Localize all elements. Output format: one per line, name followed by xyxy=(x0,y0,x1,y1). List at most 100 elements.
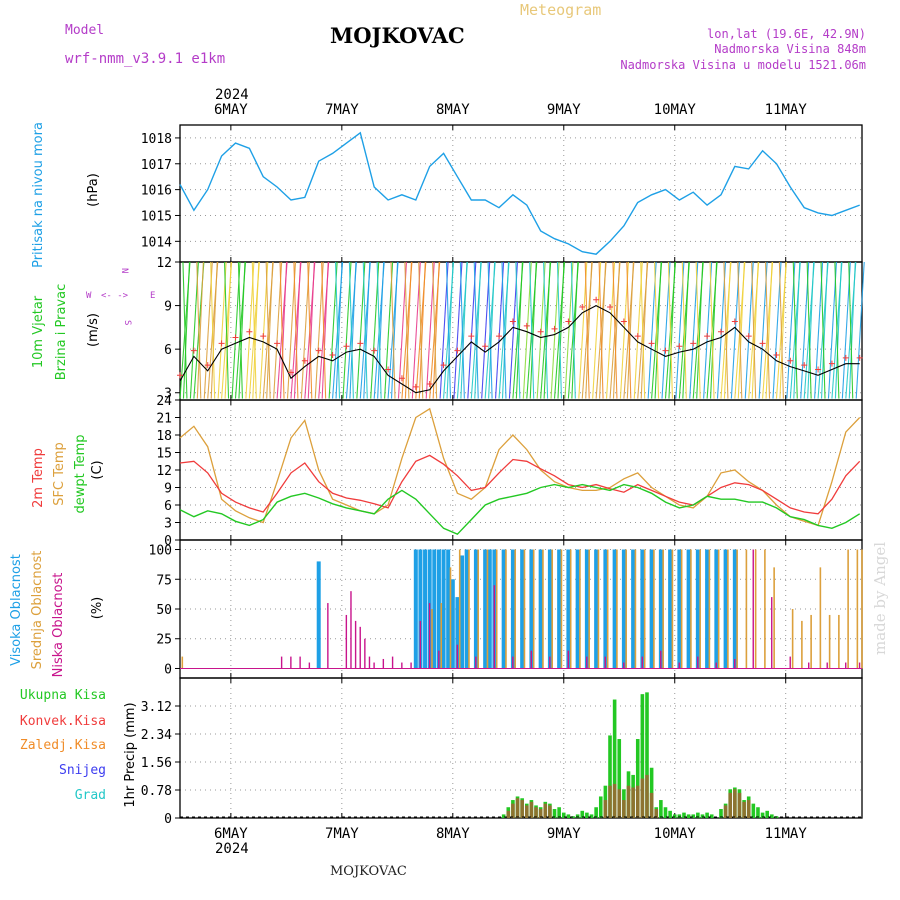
wind-gust-marker xyxy=(579,304,586,311)
total-precip-bar xyxy=(709,814,714,818)
high-cloud-bar xyxy=(686,549,691,669)
wind-barb xyxy=(820,261,829,399)
low-cloud-bar xyxy=(401,662,403,669)
year-bottom: 2024 xyxy=(215,841,249,857)
wind-barb xyxy=(848,261,854,399)
wind-barb xyxy=(446,261,454,399)
wind-barb xyxy=(695,261,701,399)
wind-gust-marker xyxy=(620,318,627,325)
wind-gust-marker xyxy=(676,343,683,350)
compass-west: W xyxy=(86,291,92,301)
wind-barb xyxy=(599,261,607,399)
total-precip-bar xyxy=(589,814,594,818)
mid-cloud-bar xyxy=(801,620,803,669)
day-label-top: 9MAY xyxy=(547,102,581,118)
cloud-label-2: Srednja Oblacnost xyxy=(30,551,45,670)
pressure-unit: (hPa) xyxy=(86,173,101,207)
mid-cloud-bar xyxy=(653,549,655,669)
conv-precip-bar xyxy=(608,785,612,818)
elevation: Nadmorska Visina 848m xyxy=(714,42,866,56)
mid-cloud-bar xyxy=(569,549,572,669)
conv-precip-bar xyxy=(603,800,608,818)
y-tick-label: 100 xyxy=(149,544,172,559)
wind-gust-marker xyxy=(232,334,239,341)
low-cloud-bar xyxy=(697,656,699,669)
high-cloud-bar xyxy=(446,549,451,669)
total-precip-bar xyxy=(580,810,585,818)
wind-barb xyxy=(709,261,715,399)
high-cloud-bar xyxy=(436,549,441,669)
wind-gust-marker xyxy=(704,333,711,340)
mid-cloud-bar xyxy=(745,549,748,669)
wind-barb xyxy=(571,261,579,399)
conv-precip-bar xyxy=(635,785,640,818)
low-cloud-bar xyxy=(368,656,371,669)
mid-cloud-bar xyxy=(690,549,692,669)
total-precip-bar xyxy=(700,814,705,818)
day-label-top: 11MAY xyxy=(765,102,808,118)
y-tick-label: 75 xyxy=(156,573,172,588)
y-tick-label: 2.34 xyxy=(141,728,172,743)
low-cloud-bar xyxy=(382,658,385,669)
low-cloud-bar xyxy=(771,597,773,669)
precip-legend-item: Konvek.Kisa xyxy=(20,714,106,729)
total-precip-bar xyxy=(663,807,668,818)
day-labels-top: 6MAY 7MAY 8MAY 9MAY 10MAY 11MAY xyxy=(214,102,807,118)
y-tick-label: 9 xyxy=(164,482,172,497)
mid-cloud-bar xyxy=(542,549,544,669)
temp-label-3: dewpt Temp xyxy=(73,434,88,513)
total-precip-bar xyxy=(696,812,700,818)
total-precip-bar xyxy=(612,699,617,818)
mid-cloud-bar xyxy=(791,609,794,669)
mid-cloud-bar xyxy=(440,603,443,669)
wind-barb xyxy=(377,261,385,399)
mid-cloud-bar xyxy=(560,549,563,669)
precip-legend: Ukupna Kisa Konvek.Kisa Zaledj.Kisa Snijeg G… xyxy=(20,688,106,803)
y-tick-label: 6 xyxy=(164,343,172,358)
high-cloud-bar xyxy=(547,549,552,669)
side-labels: Pritisak na nivou mora (hPa) 10m Vjetar … xyxy=(9,122,138,808)
low-cloud-bar xyxy=(290,656,292,669)
wind-barb xyxy=(640,261,646,399)
wind-gust-marker xyxy=(482,343,489,350)
temp-label-1: 2m Temp xyxy=(31,448,46,508)
wind-barb xyxy=(501,261,507,399)
high-cloud-bar xyxy=(557,549,562,669)
y-tick-label: 1.56 xyxy=(141,756,172,771)
y-tick-label: 12 xyxy=(156,464,172,479)
high-cloud-bar xyxy=(441,549,446,669)
wind-barb xyxy=(834,261,842,399)
wind-compass: W E N S <- -> xyxy=(86,268,155,325)
wind-barb xyxy=(487,261,493,399)
total-precip-bar xyxy=(557,807,561,818)
wind-barb xyxy=(293,261,299,399)
low-cloud-bar xyxy=(359,626,361,669)
low-cloud-bar xyxy=(345,614,348,669)
total-precip-bar xyxy=(645,692,649,818)
mid-cloud-bar xyxy=(532,549,535,669)
wind-gust-marker xyxy=(274,340,281,347)
low-cloud-bar xyxy=(715,662,717,669)
wind-barb xyxy=(432,261,440,399)
wind-barb xyxy=(855,261,865,399)
total-precip-bar xyxy=(770,814,774,818)
total-precip-bar xyxy=(571,816,575,818)
wind-barb xyxy=(210,261,216,399)
mid-cloud-bar xyxy=(671,549,674,669)
wind-barb xyxy=(515,261,521,399)
mid-cloud-bar xyxy=(505,549,507,669)
wind-barb xyxy=(363,261,371,399)
wind-gust-marker xyxy=(412,383,419,390)
wind-barb xyxy=(196,261,202,399)
conv-precip-bar xyxy=(723,805,728,818)
day-label-bottom: 11MAY xyxy=(765,826,808,842)
wind-gust-marker xyxy=(246,328,253,335)
wind-gust-marker xyxy=(801,362,808,369)
day-label-bottom: 9MAY xyxy=(547,826,581,842)
pressure-panel: 1014 1015 1016 1017 1018 xyxy=(141,124,863,263)
cloud-label-1: Visoka Oblacnost xyxy=(9,554,24,666)
wind-gust-marker xyxy=(634,333,641,340)
wind-gust-marker xyxy=(385,366,392,373)
mid-cloud-bar xyxy=(819,567,822,669)
temp-label-2: SFC Temp xyxy=(52,442,67,506)
